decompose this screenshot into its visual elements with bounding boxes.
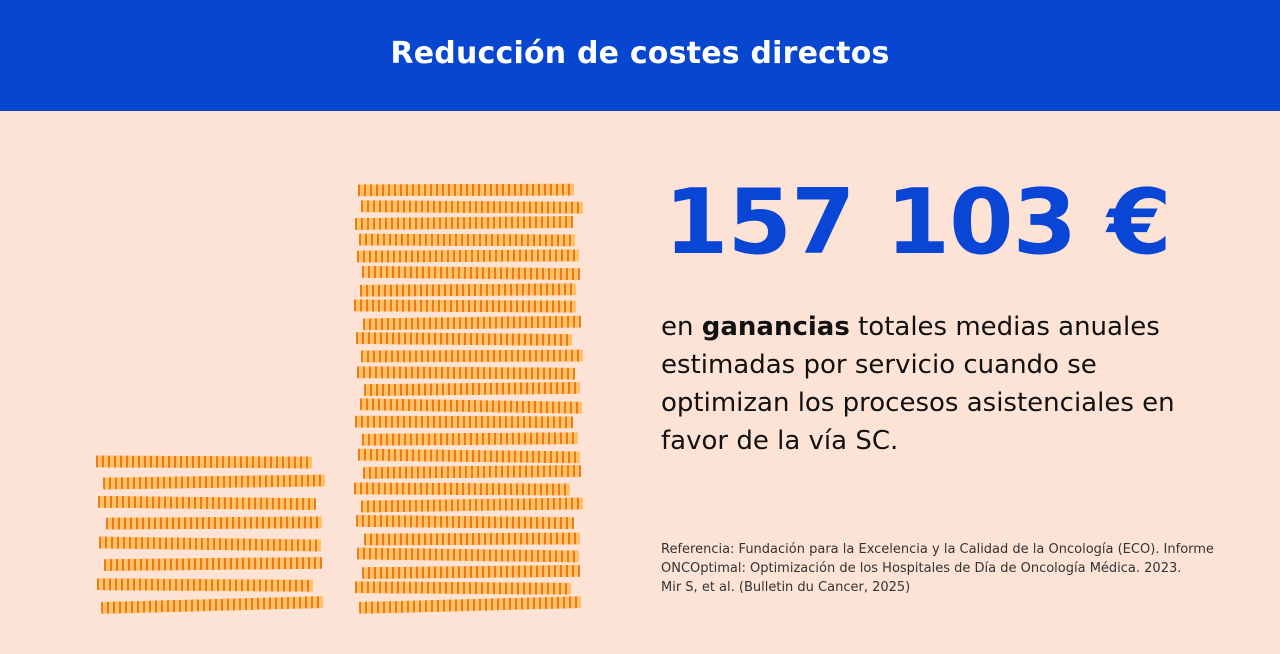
coin [362, 465, 582, 480]
coin [100, 596, 324, 614]
coin [361, 265, 581, 281]
coin [355, 514, 575, 530]
coin [98, 535, 322, 552]
coin [353, 299, 577, 313]
coin [356, 249, 580, 263]
coin [360, 349, 584, 363]
coin [97, 495, 317, 510]
description-prefix: en [661, 312, 702, 342]
reference-line: Mir S, et al. (Bulletin du Cancer, 2025) [661, 580, 911, 595]
coin [356, 547, 580, 563]
coin [360, 497, 584, 513]
coin [357, 448, 581, 463]
coin [357, 183, 575, 197]
description-emphasis: ganancias [701, 312, 850, 342]
header-bar: Reducción de costes directos [0, 0, 1280, 111]
description-rest: totales medias anuales estimadas por ser… [661, 312, 1175, 456]
page-title: Reducción de costes directos [390, 36, 890, 71]
coin [95, 454, 313, 469]
reference-note: Referencia: Fundación para la Excelencia… [661, 540, 1261, 597]
coin [96, 577, 314, 592]
coin [103, 556, 323, 572]
coin [358, 596, 582, 614]
coin-stacks-icon [95, 183, 584, 614]
coin [358, 233, 576, 247]
coin [354, 416, 574, 429]
coin [361, 432, 579, 446]
coin [359, 398, 583, 414]
coin [363, 532, 581, 546]
coin [354, 581, 572, 596]
coin [362, 315, 582, 331]
coin [363, 382, 581, 397]
coin [353, 482, 571, 496]
savings-description: en ganancias totales medias anuales esti… [661, 308, 1221, 460]
coin [355, 332, 573, 347]
savings-amount: 157 103 € [664, 170, 1172, 275]
coin [360, 199, 584, 214]
coin [356, 365, 576, 380]
coin [105, 516, 323, 530]
coin [354, 216, 574, 231]
coin [359, 282, 577, 297]
coin [102, 474, 326, 490]
reference-line: Referencia: Fundación para la Excelencia… [661, 542, 1214, 557]
reference-line: ONCOptimal: Optimización de los Hospital… [661, 561, 1182, 576]
coin [361, 564, 581, 579]
